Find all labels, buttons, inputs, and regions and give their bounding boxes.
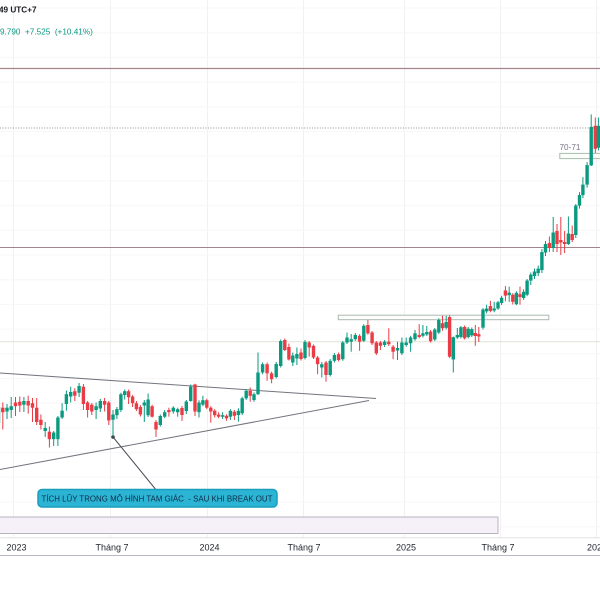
svg-text:70-71: 70-71: [560, 143, 581, 152]
svg-text:TÍCH LŨY TRONG MÔ HÌNH TAM GIÁ: TÍCH LŨY TRONG MÔ HÌNH TAM GIÁC - SAU KH…: [42, 495, 273, 504]
svg-text:Tháng 7: Tháng 7: [481, 543, 514, 553]
svg-text:2026: 2026: [587, 543, 600, 553]
svg-text:2023: 2023: [6, 543, 26, 553]
svg-text:79.790 +7.525 (+10.41%): 79.790 +7.525 (+10.41%): [0, 28, 93, 37]
svg-text:Tháng 7: Tháng 7: [95, 543, 128, 553]
svg-text:49 UTC+7: 49 UTC+7: [0, 6, 37, 15]
svg-text:2024: 2024: [199, 543, 219, 553]
svg-text:Tháng 7: Tháng 7: [287, 543, 320, 553]
svg-text:2025: 2025: [396, 543, 416, 553]
